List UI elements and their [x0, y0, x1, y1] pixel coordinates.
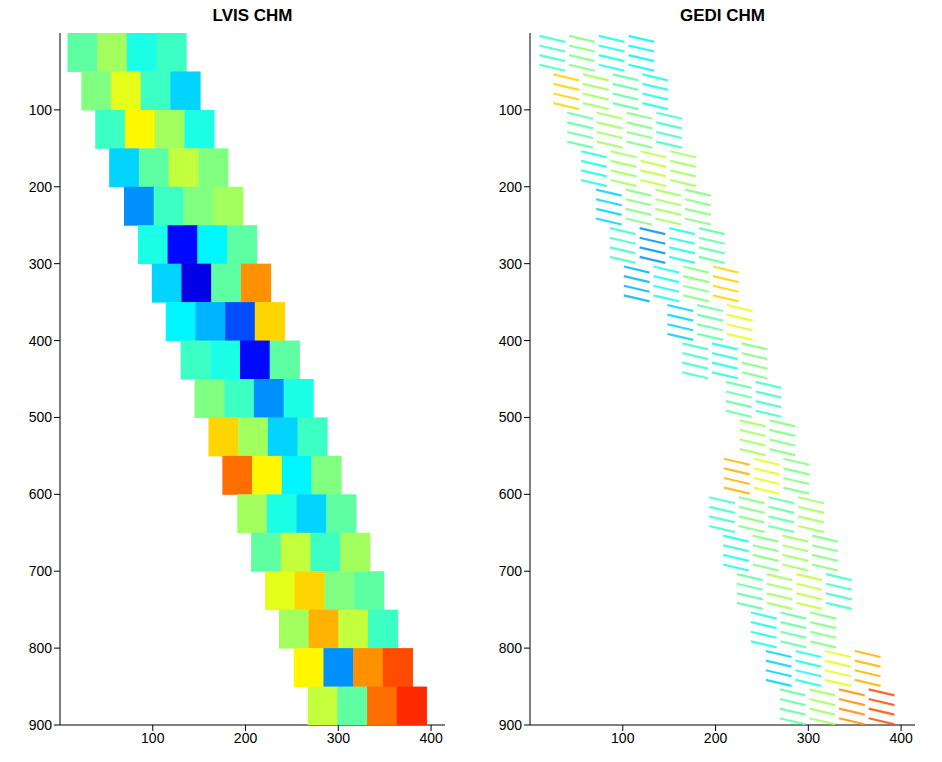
- svg-text:400: 400: [889, 730, 913, 746]
- svg-text:700: 700: [499, 563, 523, 579]
- svg-text:500: 500: [499, 409, 523, 425]
- svg-text:200: 200: [499, 179, 523, 195]
- svg-text:100: 100: [499, 102, 523, 118]
- svg-text:100: 100: [29, 102, 53, 118]
- svg-text:900: 900: [29, 717, 53, 733]
- svg-text:300: 300: [499, 256, 523, 272]
- svg-text:900: 900: [499, 717, 523, 733]
- html-text:GEDI CHM: GEDI CHM: [680, 6, 765, 25]
- svg-text:800: 800: [499, 640, 523, 656]
- svg-text:200: 200: [234, 730, 258, 746]
- svg-text:700: 700: [29, 563, 53, 579]
- svg-text:300: 300: [327, 730, 351, 746]
- svg-text:500: 500: [29, 409, 53, 425]
- svg-text:600: 600: [29, 486, 53, 502]
- svg-text:600: 600: [499, 486, 523, 502]
- svg-text:400: 400: [499, 333, 523, 349]
- svg-text:400: 400: [29, 333, 53, 349]
- svg-text:100: 100: [141, 730, 165, 746]
- svg-text:200: 200: [704, 730, 728, 746]
- svg-text:300: 300: [29, 256, 53, 272]
- svg-text:200: 200: [29, 179, 53, 195]
- svg-text:300: 300: [797, 730, 821, 746]
- svg-text:400: 400: [419, 730, 443, 746]
- html-text:LVIS CHM: LVIS CHM: [212, 6, 293, 25]
- svg-text:100: 100: [611, 730, 635, 746]
- svg-text:800: 800: [29, 640, 53, 656]
